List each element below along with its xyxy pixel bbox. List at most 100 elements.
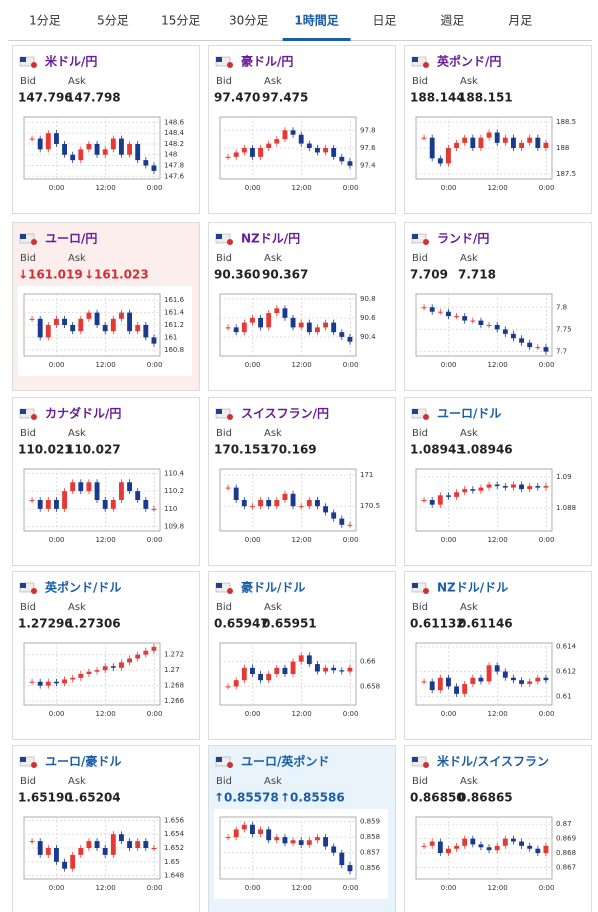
candle [454,492,459,497]
x-tick-label: 12:00 [292,361,312,369]
ask-label: Ask [264,253,282,264]
candle [119,834,124,842]
x-tick-label: 0:00 [539,361,555,369]
x-tick-label: 12:00 [292,536,312,544]
candle [298,655,304,662]
x-tick-label: 0:00 [343,361,359,369]
bid-label: Bid [20,428,36,439]
pair-title[interactable]: 米ドル/円 [45,54,97,69]
x-tick-label: 0:00 [245,184,261,192]
candle [135,491,141,500]
candle [437,677,443,691]
pair-title[interactable]: ユーロ/英ポンド [241,754,329,769]
tab[interactable]: 15分足 [161,14,200,28]
candle [421,500,427,501]
x-tick-label: 0:00 [539,536,555,544]
candle [119,138,124,155]
pair-title[interactable]: NZドル/ドル [437,581,508,595]
candle [233,152,239,157]
pair-title[interactable]: スイスフラン/円 [241,407,329,421]
tab[interactable]: 1分足 [29,14,61,28]
candle [258,829,263,835]
candle [151,508,157,510]
pair-title[interactable]: カナダドル/円 [45,406,121,421]
candle [135,841,141,848]
candle [437,158,443,164]
bid-label: Bid [216,776,232,787]
plot-frame [219,642,357,706]
candle [494,845,500,851]
candle [323,148,328,153]
candle [110,318,116,332]
plot-frame [415,642,553,706]
pair-title[interactable]: ランド/円 [437,232,489,246]
flag [423,762,429,768]
ask-label: Ask [68,602,86,613]
chart-bg [214,109,388,199]
pair-title[interactable]: ユーロ/豪ドル [45,754,121,769]
y-tick-label: 90.8 [360,295,376,303]
candle [511,838,516,842]
pair-title[interactable]: 英ポンド/ドル [45,580,121,595]
bid-value: 0.61132 [410,617,465,631]
tab[interactable]: 1時間足 [294,13,338,28]
pair-title[interactable]: 英ポンド/円 [437,54,501,69]
candle [274,139,280,144]
candle [339,518,345,525]
y-tick-label: 0.612 [556,668,576,676]
plot-frame [23,116,161,180]
bid-label: Bid [412,776,428,787]
candle [86,671,92,674]
candle [143,500,149,509]
candle [54,848,59,862]
candle [486,665,492,682]
pair-title[interactable]: 豪ドル/円 [241,54,293,69]
candle [454,686,459,694]
candle [502,486,508,488]
pair-title[interactable]: ユーロ/円 [45,232,97,246]
candle [315,664,320,672]
y-tick-label: 0.658 [360,682,380,690]
x-tick-label: 12:00 [292,184,312,192]
pair-title[interactable]: ユーロ/ドル [437,407,501,421]
tab[interactable]: 5分足 [97,14,129,28]
bid-value: 1.27296 [18,617,73,631]
candle [70,325,76,332]
candle [94,312,100,325]
flag [20,57,26,62]
ask-label: Ask [264,428,282,439]
y-tick-label: 0.859 [360,818,380,826]
ask-label: Ask [460,776,478,787]
x-tick-label: 12:00 [292,884,312,892]
bid-label: Bid [20,76,36,87]
candle [323,506,328,513]
bid-label: Bid [412,602,428,613]
y-tick-label: 148.2 [164,140,184,148]
y-tick-label: 1.088 [556,504,576,512]
candle [250,824,255,835]
pair-title[interactable]: 米ドル/スイスフラン [437,754,549,769]
flag [227,762,233,768]
tab[interactable]: 週足 [440,14,464,28]
candle [94,143,100,155]
tab[interactable]: 月足 [508,14,532,28]
candle [29,138,35,140]
y-tick-label: 161 [164,333,177,341]
candle [519,142,524,148]
flag [423,414,429,420]
candle [274,667,280,674]
pair-title[interactable]: NZドル/円 [241,232,300,246]
candle [339,156,345,162]
candle [535,677,541,682]
y-tick-label: 7.75 [556,325,572,333]
tab[interactable]: 30分足 [229,14,268,28]
y-tick-label: 1.268 [164,682,184,690]
candle [462,838,468,846]
candle [225,686,231,688]
bid-value: 1.65190 [18,791,73,805]
candle [102,325,108,332]
flag [412,757,418,762]
tab[interactable]: 日足 [372,14,396,28]
pair-title[interactable]: 豪ドル/ドル [241,580,305,595]
candle [250,148,255,157]
